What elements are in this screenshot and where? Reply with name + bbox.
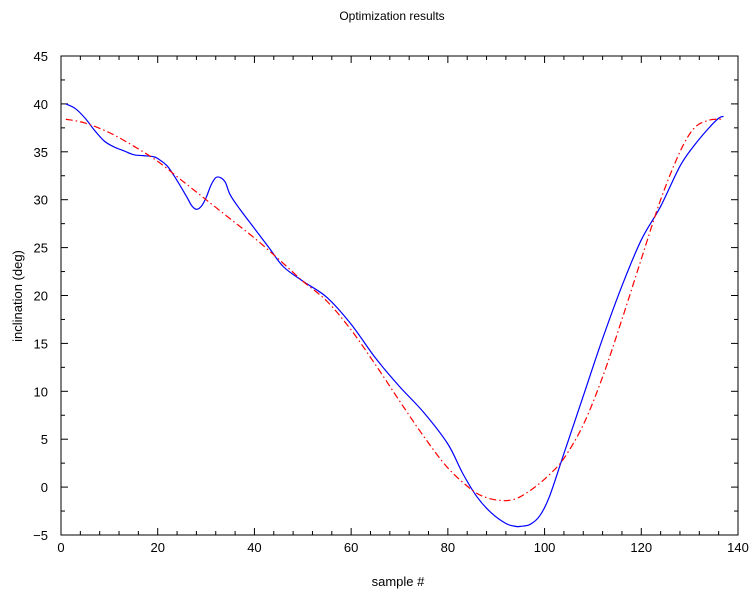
x-tick-label: 120 — [630, 540, 652, 555]
y-tick-label: −5 — [33, 528, 48, 543]
x-tick-label: 60 — [344, 540, 358, 555]
series-line-red — [65, 118, 724, 502]
y-tick-label: 45 — [34, 49, 48, 64]
series-layer — [65, 103, 724, 528]
y-tick-label: 10 — [34, 384, 48, 399]
y-tick-label: 20 — [34, 289, 48, 304]
y-tick-label: 5 — [41, 432, 48, 447]
x-axis-label: sample # — [372, 574, 426, 589]
y-axis: −5 0 5 10 15 20 25 30 35 40 45 — [33, 49, 738, 543]
x-tick-label: 20 — [150, 540, 164, 555]
x-tick-label: 80 — [441, 540, 455, 555]
y-tick-label: 0 — [41, 480, 48, 495]
chart-title: Optimization results — [339, 9, 444, 23]
y-tick-label: 15 — [34, 336, 48, 351]
plot-frame — [60, 55, 739, 536]
y-tick-label: 25 — [34, 241, 48, 256]
x-tick-label: 100 — [534, 540, 556, 555]
y-tick-label: 30 — [34, 193, 48, 208]
x-axis: 0 20 40 60 80 100 120 140 — [57, 56, 749, 555]
x-tick-label: 40 — [247, 540, 261, 555]
x-tick-label: 0 — [57, 540, 64, 555]
y-axis-label: inclination (deg) — [10, 250, 25, 342]
series-line-blue — [65, 103, 724, 528]
y-tick-label: 40 — [34, 97, 48, 112]
x-tick-label: 140 — [727, 540, 749, 555]
y-tick-label: 35 — [34, 145, 48, 160]
